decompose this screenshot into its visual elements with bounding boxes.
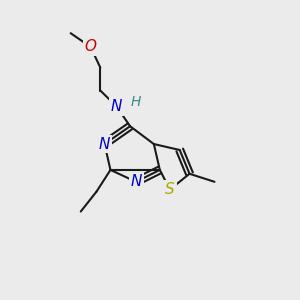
Text: H: H — [131, 94, 141, 109]
Text: N: N — [111, 99, 122, 114]
Text: N: N — [99, 136, 110, 152]
Text: O: O — [85, 39, 97, 54]
Text: S: S — [165, 182, 175, 197]
Text: N: N — [130, 174, 142, 189]
